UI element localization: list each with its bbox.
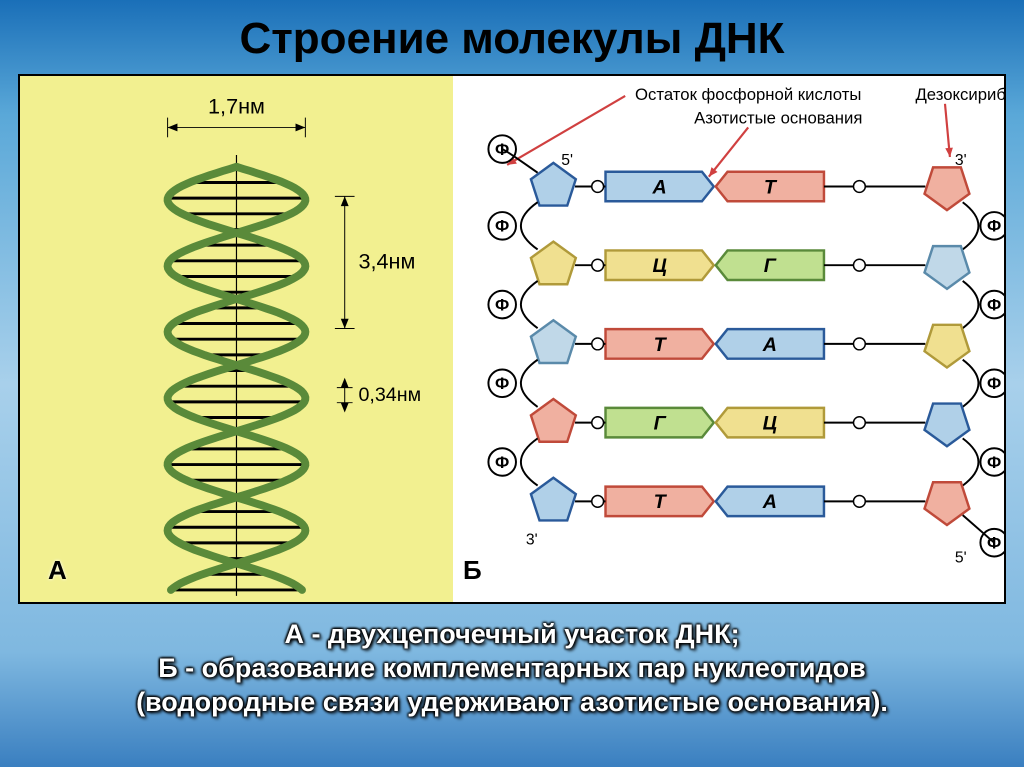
svg-text:Ф: Ф: [495, 453, 509, 472]
svg-text:Т: Т: [764, 176, 778, 198]
svg-text:3,4нм: 3,4нм: [358, 248, 415, 273]
caption: А - двухцепочечный участок ДНК; Б - обра…: [0, 604, 1024, 719]
caption-line-2: Б - образование комплементарных пар нукл…: [18, 652, 1006, 686]
svg-text:Остаток фосфорной кислоты: Остаток фосфорной кислоты: [635, 85, 861, 104]
svg-text:Ф: Ф: [987, 295, 1001, 314]
svg-text:Ф: Ф: [987, 217, 1001, 236]
svg-text:А: А: [651, 176, 666, 198]
svg-text:А: А: [762, 491, 777, 513]
svg-text:Азотистые основания: Азотистые основания: [694, 109, 862, 128]
svg-text:5': 5': [955, 549, 967, 566]
svg-text:1,7нм: 1,7нм: [208, 94, 265, 119]
panel-a-label: А: [48, 555, 67, 586]
svg-text:Т: Т: [654, 491, 668, 513]
svg-text:5': 5': [561, 152, 573, 169]
panel-a-helix: 1,7нм 3,4нм 0,34нм А: [20, 76, 453, 602]
caption-line-3: (водородные связи удерживают азотистые о…: [18, 686, 1006, 720]
caption-line-1: А - двухцепочечный участок ДНК;: [18, 618, 1006, 652]
svg-text:Ф: Ф: [495, 374, 509, 393]
svg-text:Ф: Ф: [987, 453, 1001, 472]
svg-text:Дезоксирибоза: Дезоксирибоза: [915, 85, 1004, 104]
diagram-panels: 1,7нм 3,4нм 0,34нм А Остаток фосфорной кис…: [18, 74, 1006, 604]
panel-b-pairs: Остаток фосфорной кислоты Дезоксирибоза Аз…: [453, 76, 1004, 602]
page-title: Строение молекулы ДНК: [0, 0, 1024, 74]
svg-text:А: А: [762, 334, 777, 356]
svg-text:0,34нм: 0,34нм: [358, 384, 421, 406]
panel-b-label: Б: [463, 555, 482, 586]
svg-text:Ф: Ф: [987, 534, 1001, 553]
svg-text:Ц: Ц: [652, 255, 666, 277]
svg-text:Ц: Ц: [763, 413, 777, 435]
svg-text:Ф: Ф: [495, 217, 509, 236]
svg-text:3': 3': [526, 532, 538, 549]
svg-text:Г: Г: [764, 255, 777, 277]
svg-text:Ф: Ф: [987, 374, 1001, 393]
svg-text:Т: Т: [654, 334, 668, 356]
svg-text:Г: Г: [654, 413, 667, 435]
svg-text:Ф: Ф: [495, 295, 509, 314]
